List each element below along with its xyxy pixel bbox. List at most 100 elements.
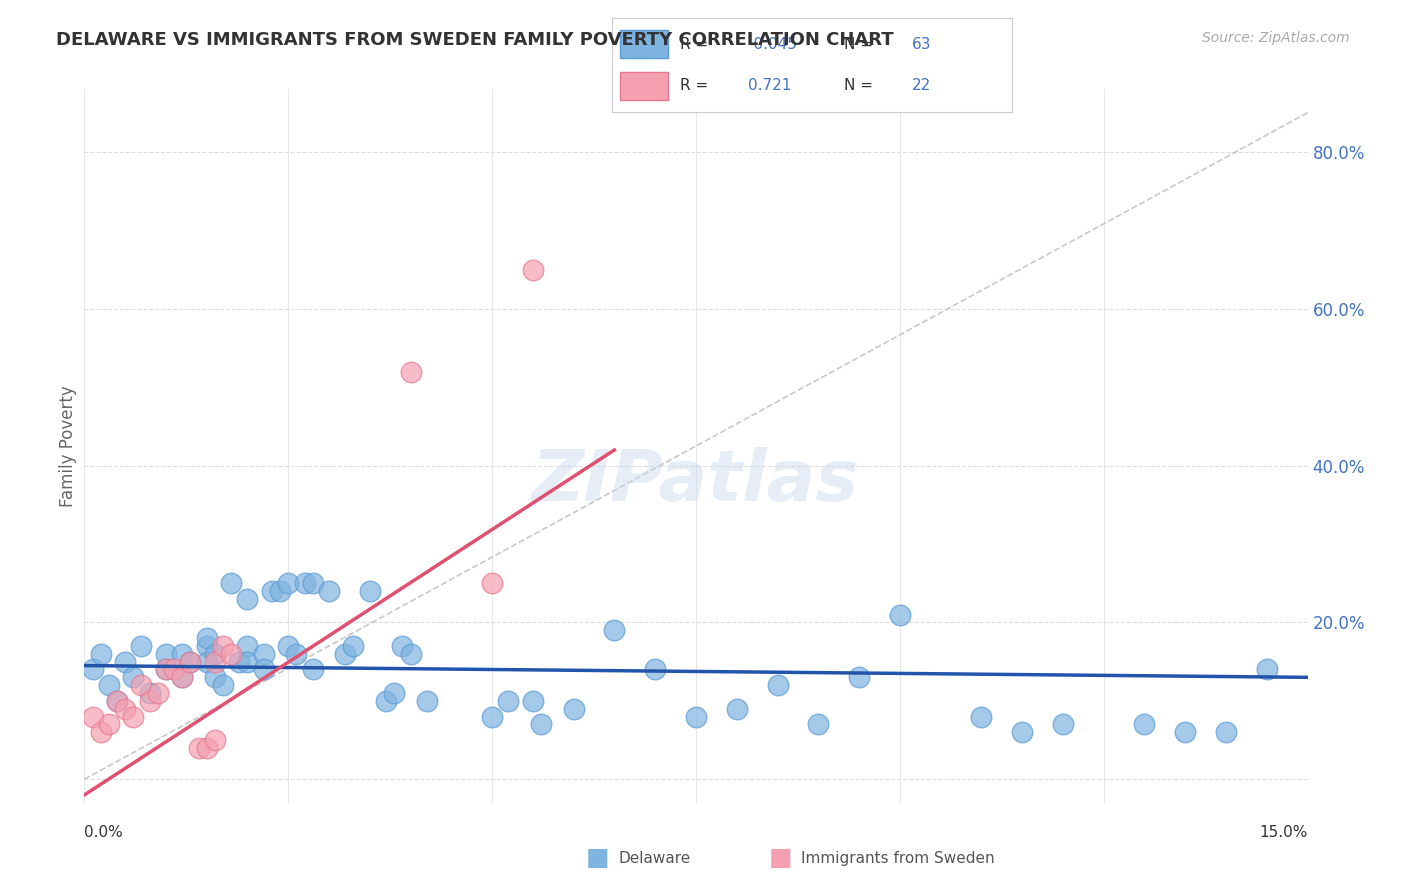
Point xyxy=(1052,717,1074,731)
Point xyxy=(1256,663,1278,677)
Point xyxy=(725,702,748,716)
Text: 22: 22 xyxy=(912,78,931,93)
Point xyxy=(82,663,104,677)
Point xyxy=(342,639,364,653)
Point xyxy=(399,364,422,378)
Text: R =: R = xyxy=(679,37,713,52)
Text: Immigrants from Sweden: Immigrants from Sweden xyxy=(801,851,995,865)
Point xyxy=(195,631,218,645)
Point xyxy=(481,709,503,723)
Point xyxy=(179,655,201,669)
Text: N =: N = xyxy=(844,37,877,52)
Point xyxy=(481,576,503,591)
Point xyxy=(498,694,520,708)
Point xyxy=(562,702,585,716)
Point xyxy=(90,647,112,661)
Point xyxy=(122,670,145,684)
Point xyxy=(382,686,405,700)
Point xyxy=(277,639,299,653)
Point xyxy=(195,655,218,669)
Text: DELAWARE VS IMMIGRANTS FROM SWEDEN FAMILY POVERTY CORRELATION CHART: DELAWARE VS IMMIGRANTS FROM SWEDEN FAMIL… xyxy=(56,31,894,49)
Point xyxy=(219,647,242,661)
Point xyxy=(359,584,381,599)
Text: 0.0%: 0.0% xyxy=(84,825,124,840)
Point xyxy=(114,655,136,669)
Point xyxy=(285,647,308,661)
Point xyxy=(179,655,201,669)
Point xyxy=(114,702,136,716)
Point xyxy=(138,686,160,700)
Point xyxy=(146,686,169,700)
Point xyxy=(82,709,104,723)
Y-axis label: Family Poverty: Family Poverty xyxy=(59,385,77,507)
Text: ■: ■ xyxy=(769,847,792,870)
Point xyxy=(603,624,626,638)
Point xyxy=(1011,725,1033,739)
Point xyxy=(1215,725,1237,739)
Point xyxy=(122,709,145,723)
Point xyxy=(97,678,120,692)
Point xyxy=(204,655,226,669)
Point xyxy=(236,639,259,653)
Point xyxy=(195,639,218,653)
Point xyxy=(848,670,870,684)
Point xyxy=(172,670,194,684)
Point xyxy=(318,584,340,599)
Point xyxy=(335,647,357,661)
Point xyxy=(294,576,316,591)
Text: 15.0%: 15.0% xyxy=(1260,825,1308,840)
Point xyxy=(1174,725,1197,739)
Point xyxy=(277,576,299,591)
Point xyxy=(90,725,112,739)
Point xyxy=(375,694,398,708)
Point xyxy=(131,678,153,692)
Point xyxy=(219,576,242,591)
Point xyxy=(212,678,235,692)
FancyBboxPatch shape xyxy=(620,72,668,100)
Text: 63: 63 xyxy=(912,37,932,52)
Point xyxy=(301,576,323,591)
Point xyxy=(416,694,439,708)
Point xyxy=(97,717,120,731)
Point xyxy=(522,262,544,277)
Point xyxy=(155,663,177,677)
Text: N =: N = xyxy=(844,78,877,93)
Point xyxy=(260,584,283,599)
Point xyxy=(195,740,218,755)
Point xyxy=(253,647,276,661)
Point xyxy=(530,717,553,731)
Point xyxy=(970,709,993,723)
Point xyxy=(204,670,226,684)
Point xyxy=(391,639,413,653)
Point xyxy=(155,647,177,661)
Point xyxy=(187,740,209,755)
Point xyxy=(172,647,194,661)
Point xyxy=(172,670,194,684)
Point xyxy=(228,655,250,669)
Text: 0.721: 0.721 xyxy=(748,78,792,93)
Point xyxy=(269,584,291,599)
Point xyxy=(399,647,422,661)
Point xyxy=(163,663,186,677)
Point xyxy=(1133,717,1156,731)
FancyBboxPatch shape xyxy=(620,30,668,58)
Text: -0.045: -0.045 xyxy=(748,37,797,52)
Text: Source: ZipAtlas.com: Source: ZipAtlas.com xyxy=(1202,31,1350,45)
Point xyxy=(644,663,666,677)
Text: R =: R = xyxy=(679,78,713,93)
Text: Delaware: Delaware xyxy=(619,851,690,865)
Point xyxy=(236,655,259,669)
Point xyxy=(204,647,226,661)
Point xyxy=(253,663,276,677)
Point xyxy=(889,607,911,622)
Point xyxy=(204,733,226,747)
Text: ■: ■ xyxy=(586,847,609,870)
Point xyxy=(807,717,830,731)
Point xyxy=(301,663,323,677)
Point xyxy=(155,663,177,677)
Point xyxy=(105,694,128,708)
Point xyxy=(212,639,235,653)
Point xyxy=(236,591,259,606)
Point xyxy=(138,694,160,708)
Point xyxy=(685,709,707,723)
